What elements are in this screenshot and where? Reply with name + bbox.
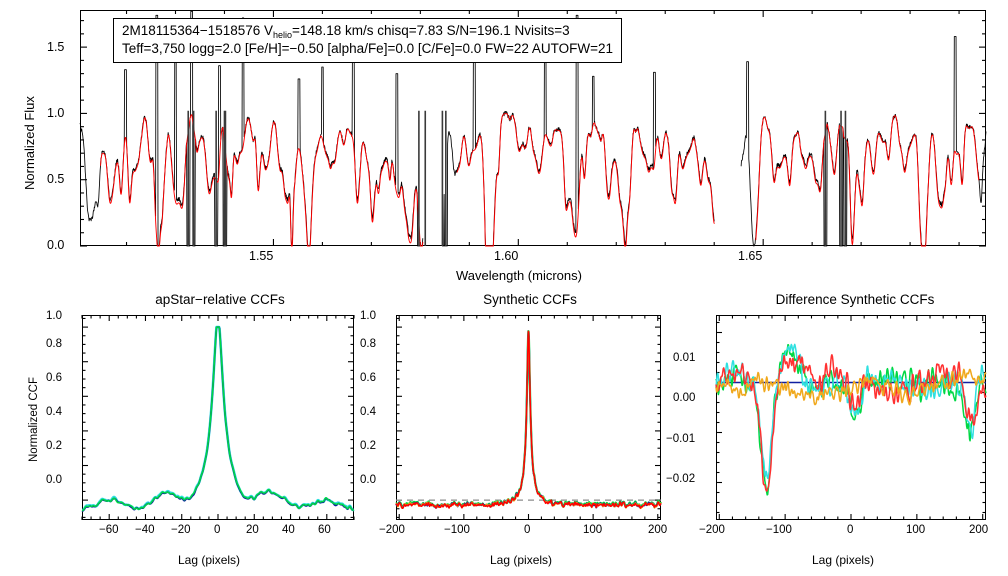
info-line-1-prefix: 2M18115364−1518576 V [122,23,274,38]
ccf1-xtick-4: 20 [246,524,259,536]
ccf3-xtick-0: −200 [699,524,725,536]
ccf1-ytick-1: 0.2 [46,440,62,452]
ccf1-xtick-3: 0 [214,524,221,536]
ccf1-xtick-1: −40 [135,524,155,536]
spectrum-xlabel: Wavelength (microns) [456,268,582,283]
ccf2-plot-svg [395,315,662,520]
ccf1-xtick-2: −20 [171,524,191,536]
spectrum-ytick-3: 1.5 [47,40,65,54]
info-line-1: 2M18115364−1518576 Vhelio=148.18 km/s ch… [122,22,613,40]
ccf3-ytick-3: −0.02 [666,473,696,485]
ccf2-ytick-5: 1.0 [360,310,376,322]
spectrum-xtick-1: 1.60 [494,249,519,263]
info-line-2: Teff=3,750 logg=2.0 [Fe/H]=−0.50 [alpha/… [122,40,614,56]
ccf1-xtick-6: 60 [318,524,331,536]
ccf3-xtick-1: −100 [766,524,792,536]
info-vhelio-subscript: helio [273,30,293,40]
spectrum-ytick-0: 0.0 [47,238,65,252]
ccf3-title: Difference Synthetic CCFs [775,292,935,307]
ccf3-xtick-2: 0 [847,524,854,536]
ccf1-ytick-4: 0.8 [46,338,62,350]
ccf2-ytick-4: 0.8 [360,338,376,350]
ccf1-plot-svg [81,315,355,520]
ccf1-xtick-5: 40 [282,524,295,536]
ccf2-xlabel: Lag (pixels) [490,553,553,567]
ccf2-ytick-3: 0.6 [360,372,376,384]
ccf2-xtick-2: 0 [524,524,531,536]
spectrum-ylabel: Normalized Flux [22,96,37,190]
ccf3-xlabel: Lag (pixels) [812,553,875,567]
ccf1-ytick-2: 0.4 [46,406,62,418]
ccf2-xtick-4: 200 [648,524,668,536]
spectrum-ytick-2: 1.0 [47,106,65,120]
ccf3-ytick-0: 0.01 [673,352,696,364]
spectrum-xtick-2: 1.65 [738,249,763,263]
ccf2-xtick-0: −200 [379,524,405,536]
ccf2-xtick-1: −100 [444,524,470,536]
ccf2-ytick-0: 0.0 [360,474,376,486]
ccf1-ylabel: Normalized CCF [28,377,40,462]
ccf3-xtick-4: 200 [969,524,989,536]
ccf3-xtick-3: 100 [906,524,926,536]
spectrum-xtick-0: 1.55 [249,249,274,263]
ccf3-ytick-1: 0.00 [673,392,696,404]
ccf1-xtick-0: −60 [99,524,119,536]
ccf1-plot-frame [82,315,354,520]
spectrum-ytick-1: 0.5 [47,172,65,186]
spectrum-plot-svg [79,10,987,247]
ccf1-title: apStar−relative CCFs [155,292,285,307]
ccf2-title: Synthetic CCFs [483,292,577,307]
ccf2-ytick-2: 0.4 [360,406,376,418]
ccf2-ytick-1: 0.2 [360,440,376,452]
ccf1-ytick-5: 1.0 [46,310,62,322]
ccf2-xtick-3: 100 [583,524,603,536]
star-info-box: 2M18115364−1518576 Vhelio=148.18 km/s ch… [113,18,623,63]
info-line-1-rest: =148.18 km/s chisq=7.83 S/N=196.1 Nvisit… [292,23,570,38]
ccf1-xlabel: Lag (pixels) [178,553,241,567]
ccf3-plot-frame [716,315,986,520]
ccf1-ytick-3: 0.6 [46,372,62,384]
ccf1-ytick-0: 0.0 [46,474,62,486]
ccf3-plot-svg [715,315,987,520]
ccf3-ytick-2: −0.01 [666,433,696,445]
